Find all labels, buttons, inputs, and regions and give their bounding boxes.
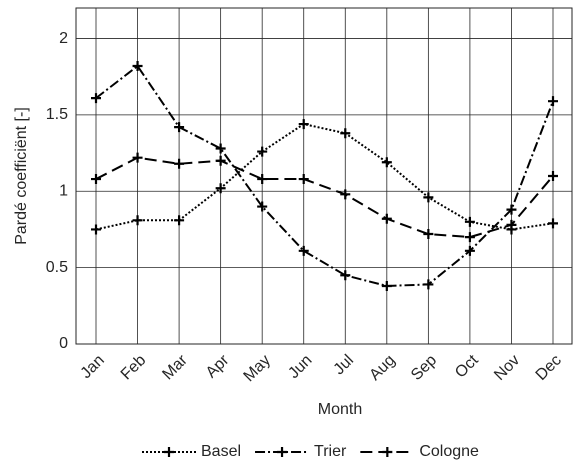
- legend-label: Cologne: [419, 443, 479, 460]
- marker: [340, 189, 351, 200]
- marker: [381, 157, 392, 168]
- marker: [464, 232, 475, 243]
- marker: [423, 192, 434, 203]
- marker: [215, 143, 226, 154]
- legend: Basel Trier Cologne: [142, 443, 479, 460]
- marker: [548, 96, 558, 107]
- marker: [215, 155, 226, 166]
- marker: [215, 183, 226, 194]
- marker: [340, 128, 351, 139]
- marker: [91, 93, 101, 104]
- y-tick-label: 2: [59, 30, 68, 47]
- x-tick-label: Jan: [78, 352, 108, 382]
- marker: [298, 174, 309, 185]
- marker: [174, 122, 185, 133]
- y-axis-label: Pardé coefficiënt [-]: [13, 107, 30, 245]
- x-tick-label: May: [241, 352, 274, 385]
- y-tick-label: 0: [59, 335, 68, 352]
- x-tick-label: Dec: [533, 352, 565, 384]
- marker: [257, 201, 268, 212]
- marker: [91, 224, 101, 235]
- marker: [423, 279, 434, 290]
- marker: [423, 229, 434, 240]
- y-tick-label: 1.5: [46, 106, 68, 123]
- x-axis-label: Month: [318, 401, 362, 418]
- marker: [298, 245, 309, 256]
- marker: [174, 158, 185, 169]
- marker: [174, 215, 185, 226]
- x-tick-label: Sep: [408, 352, 440, 384]
- marker: [548, 218, 558, 229]
- x-tick-label: Apr: [203, 351, 233, 381]
- series-line: [95, 123, 554, 231]
- marker: [91, 174, 101, 185]
- marker: [381, 213, 392, 224]
- y-tick-label: 1: [59, 182, 68, 199]
- x-tick-label: Mar: [159, 351, 191, 383]
- marker: [257, 146, 268, 157]
- x-tick-label: Jul: [331, 352, 357, 378]
- x-tick-label: Aug: [366, 352, 398, 384]
- series-line: [95, 64, 554, 287]
- legend-marker: [277, 447, 288, 457]
- marker: [298, 119, 309, 130]
- marker: [132, 61, 143, 72]
- marker: [506, 204, 517, 215]
- marker: [464, 216, 475, 227]
- marker: [132, 215, 143, 226]
- x-tick-label: Jun: [285, 352, 315, 382]
- y-tick-label: 0.5: [46, 259, 68, 276]
- marker: [464, 245, 475, 256]
- plot-frame: [75, 7, 573, 345]
- legend-marker: [164, 447, 174, 457]
- marker: [132, 152, 143, 163]
- marker: [381, 280, 392, 291]
- x-tick-label: Feb: [118, 352, 150, 384]
- legend-label: Trier: [314, 443, 347, 460]
- series-line: [95, 156, 554, 239]
- legend-label: Basel: [201, 443, 241, 460]
- legend-marker: [382, 447, 393, 457]
- marker: [257, 174, 268, 185]
- x-tick-label: Nov: [491, 352, 523, 384]
- marker: [548, 171, 558, 181]
- marker: [506, 219, 517, 230]
- x-tick-label: Oct: [452, 351, 482, 381]
- marker: [340, 270, 351, 281]
